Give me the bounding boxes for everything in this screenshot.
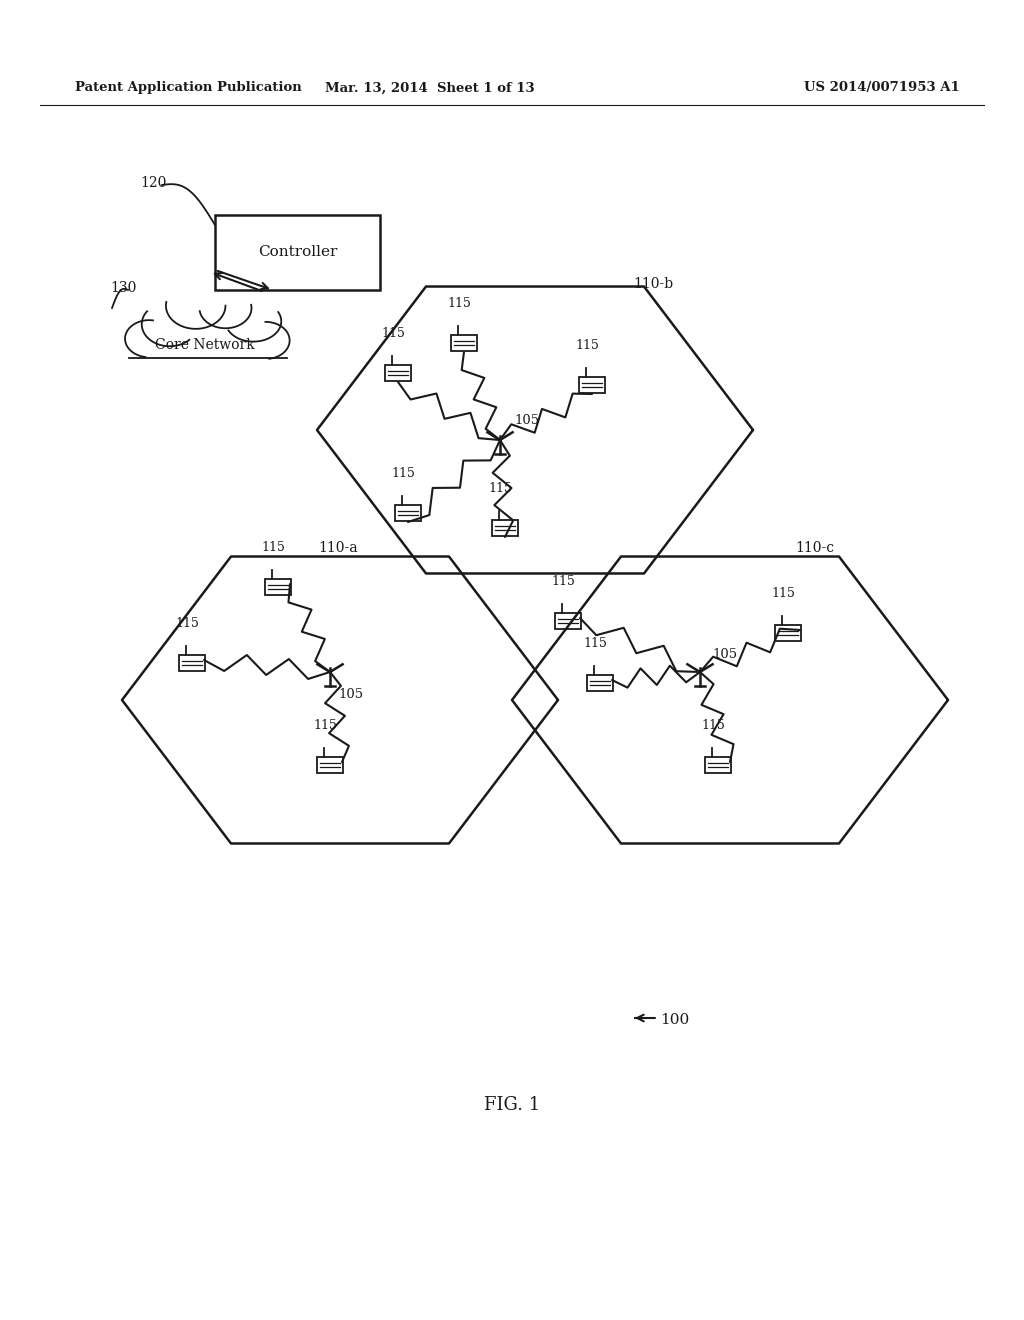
- Text: 105: 105: [514, 413, 539, 426]
- Bar: [587, 676, 612, 692]
- Bar: [580, 378, 605, 393]
- Text: 105: 105: [338, 688, 364, 701]
- Text: 115: 115: [313, 719, 337, 733]
- Bar: [179, 655, 205, 671]
- Text: 110-a: 110-a: [318, 541, 357, 554]
- Text: Mar. 13, 2014  Sheet 1 of 13: Mar. 13, 2014 Sheet 1 of 13: [326, 82, 535, 95]
- Text: 110-c: 110-c: [796, 541, 835, 554]
- Text: 115: 115: [701, 719, 725, 733]
- Text: 115: 115: [447, 297, 471, 310]
- Bar: [555, 614, 581, 630]
- Text: 115: 115: [175, 616, 199, 630]
- Text: Patent Application Publication: Patent Application Publication: [75, 82, 302, 95]
- Text: 115: 115: [391, 467, 415, 480]
- Text: 105: 105: [712, 648, 737, 660]
- Text: 115: 115: [771, 587, 795, 601]
- Text: 115: 115: [551, 576, 574, 587]
- Text: US 2014/0071953 A1: US 2014/0071953 A1: [804, 82, 961, 95]
- Text: 110-b: 110-b: [633, 277, 673, 292]
- Text: 115: 115: [381, 327, 404, 341]
- Bar: [395, 506, 421, 521]
- Text: Controller: Controller: [258, 246, 337, 260]
- Text: Core Network: Core Network: [155, 338, 255, 352]
- Bar: [493, 520, 518, 536]
- Bar: [775, 626, 801, 642]
- Text: 115: 115: [575, 339, 599, 352]
- Bar: [452, 335, 477, 351]
- Text: 130: 130: [110, 281, 136, 294]
- Bar: [706, 758, 731, 774]
- Bar: [265, 579, 291, 595]
- Text: FIG. 1: FIG. 1: [484, 1096, 540, 1114]
- Bar: [317, 758, 343, 774]
- Text: 115: 115: [583, 638, 607, 649]
- Text: 100: 100: [660, 1012, 689, 1027]
- Bar: [215, 215, 380, 290]
- Text: 115: 115: [488, 482, 512, 495]
- Bar: [385, 366, 411, 381]
- Text: 115: 115: [261, 541, 285, 554]
- Text: 120: 120: [140, 176, 166, 190]
